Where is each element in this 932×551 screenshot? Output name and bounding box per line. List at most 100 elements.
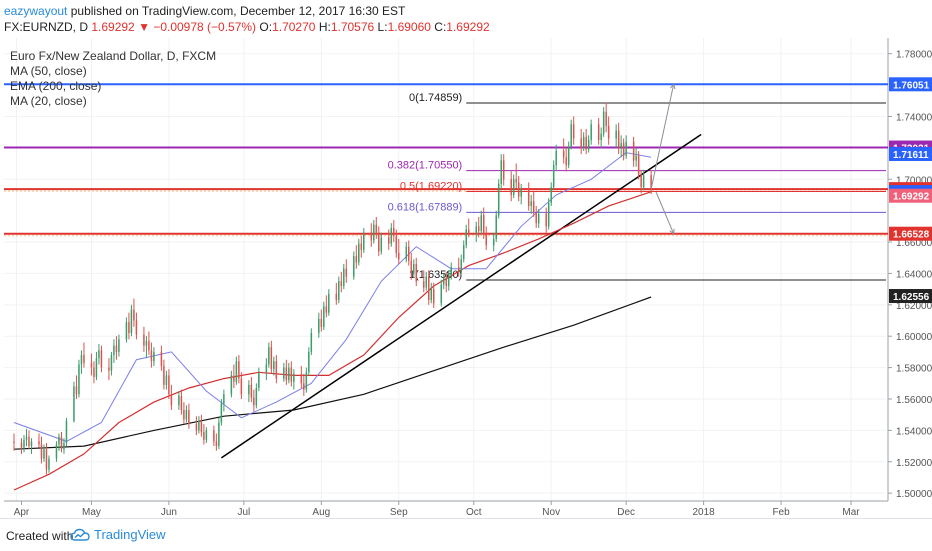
candle-body [255, 387, 258, 406]
candle-body [125, 322, 128, 340]
candle-body [268, 347, 270, 365]
candle-body [373, 224, 375, 241]
candle-body [467, 229, 470, 233]
candle-body [148, 340, 150, 351]
candle-body [223, 394, 225, 404]
time-tick-label: Jul [237, 507, 250, 518]
candle-body [110, 355, 113, 371]
candle-body [183, 409, 185, 420]
candle-body [118, 339, 120, 352]
candle-body [128, 322, 130, 334]
candle-body [250, 384, 253, 398]
fib-level-label: 0(1.74859) [409, 92, 462, 104]
candle-body [290, 367, 293, 382]
candle-body [25, 436, 28, 440]
price-tag-label: 1.66528 [893, 230, 930, 241]
publish-line: eazywayout published on TradingView.com,… [4, 3, 405, 19]
price-tick-label: 1.78000 [896, 50, 932, 61]
candle-body [20, 442, 23, 448]
time-tick-label: Apr [14, 507, 30, 518]
projection-arrow [650, 84, 675, 190]
tradingview-brand[interactable]: TradingView [70, 527, 166, 542]
price-tick-label: 1.58000 [896, 364, 932, 375]
candle-body [585, 136, 587, 150]
candle-body [395, 235, 398, 254]
candle-body [415, 264, 418, 282]
candle-body [642, 175, 645, 188]
candle-body [130, 309, 133, 334]
low-value: 1.69060 [387, 20, 431, 34]
candle-body [443, 278, 445, 285]
candle-body [457, 267, 460, 272]
candle-body [28, 436, 30, 447]
chart-header: eazywayout published on TradingView.com,… [0, 0, 932, 36]
candle-body [23, 439, 25, 448]
candle-body [582, 136, 585, 148]
projection-arrow [655, 191, 675, 234]
symbol-label: FX:EURNZD, D [4, 20, 88, 34]
candle-body [188, 409, 190, 425]
time-tick-label: Feb [772, 507, 790, 518]
close-value: 1.69292 [446, 20, 490, 34]
legend-ema200[interactable]: EMA (200, close) [10, 79, 102, 93]
candle-body [65, 420, 68, 443]
candlestick-series [13, 102, 652, 475]
candle-body [497, 183, 500, 216]
candle-body [345, 268, 348, 277]
candle-body [45, 449, 48, 470]
candle-body [440, 284, 443, 304]
price-change: −0.00978 (−0.57%) [153, 20, 257, 34]
candle-body [378, 232, 380, 252]
candle-body [95, 358, 98, 378]
candle-body [195, 424, 198, 431]
price-tick-label: 1.54000 [896, 426, 932, 437]
candle-body [135, 320, 138, 335]
legend-ma50[interactable]: MA (50, close) [10, 64, 87, 78]
candle-body [240, 378, 243, 395]
candle-body [477, 226, 480, 232]
brand-label: TradingView [94, 527, 166, 542]
candle-body [545, 213, 547, 227]
candle-body [410, 260, 413, 274]
candle-body [273, 361, 275, 370]
author-link[interactable]: eazywayout [4, 4, 68, 18]
candle-body [358, 243, 360, 263]
candle-body [363, 232, 365, 250]
time-tick-label: 2018 [692, 507, 715, 518]
candle-body [275, 361, 278, 379]
candle-body [622, 143, 625, 156]
candle-body [30, 441, 33, 447]
candle-body [360, 243, 363, 250]
legend-ma20[interactable]: MA (20, close) [10, 94, 87, 108]
candle-body [450, 267, 452, 275]
candle-body [502, 160, 505, 180]
candle-body [285, 367, 288, 381]
candle-body [258, 372, 260, 388]
candle-body [178, 395, 180, 406]
candle-body [482, 215, 485, 235]
candle-body [170, 394, 173, 406]
candle-body [605, 111, 607, 126]
candle-body [160, 351, 163, 367]
candle-body [13, 441, 15, 443]
candle-body [517, 182, 520, 197]
candle-body [288, 367, 290, 381]
candle-body [73, 386, 75, 421]
candle-body [55, 444, 58, 459]
time-tick-label: Aug [312, 507, 330, 518]
candle-body [80, 355, 83, 365]
down-arrow-icon: ▼ [138, 20, 150, 34]
candle-body [293, 373, 295, 382]
candle-body [512, 179, 515, 195]
candle-body [552, 165, 555, 188]
candle-body [218, 422, 220, 447]
candle-body [567, 146, 570, 166]
candle-body [565, 157, 567, 166]
price-chart[interactable]: 0(1.74859) 0.382(1.70550) 0.5(1.69220) 0.61… [0, 38, 932, 518]
price-tick-label: 1.64000 [896, 269, 932, 280]
last-price: 1.69292 [91, 20, 135, 34]
candle-body [320, 318, 323, 327]
candle-body [310, 333, 313, 352]
candle-body [375, 224, 378, 233]
candle-body [198, 420, 200, 431]
